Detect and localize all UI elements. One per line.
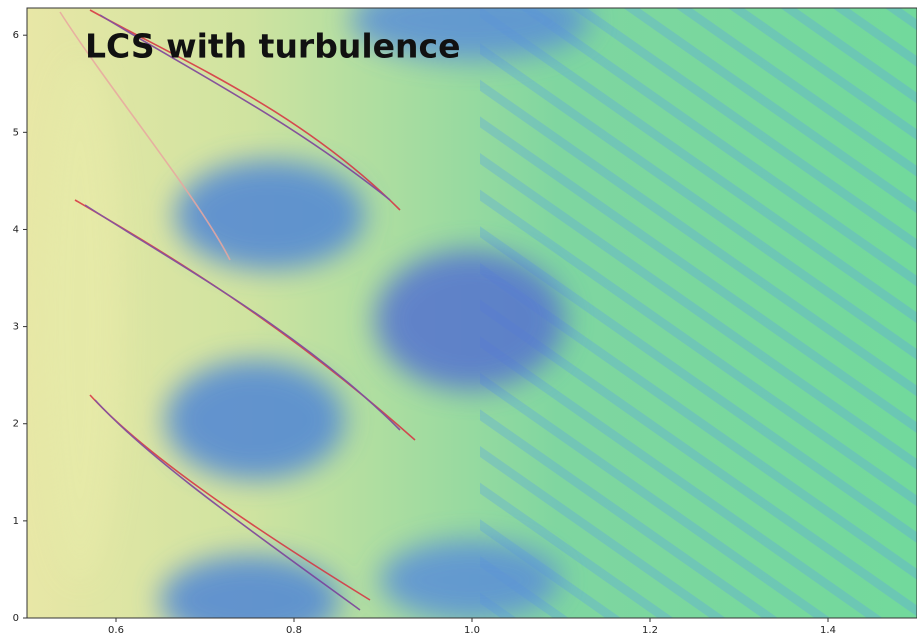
chart: LCS with turbulence 0.6 0.8 1.0 1.2 1.4 0 1 2 3 4…	[0, 0, 917, 634]
x-tick-label: 0.8	[286, 625, 302, 634]
y-tick-label: 4	[13, 224, 19, 235]
x-tick-label: 0.6	[108, 625, 124, 634]
y-tick-label: 2	[13, 419, 19, 430]
y-tick-label: 1	[13, 516, 19, 527]
y-tick-label: 0	[13, 613, 19, 624]
field	[27, 0, 917, 634]
x-tick-label: 1.0	[464, 625, 480, 634]
y-tick-label: 6	[13, 30, 19, 41]
y-tick-label: 5	[13, 127, 19, 138]
chart-title: LCS with turbulence	[85, 27, 460, 66]
y-tick-label: 3	[13, 322, 19, 333]
x-tick-label: 1.4	[820, 625, 836, 634]
x-tick-label: 1.2	[642, 625, 658, 634]
